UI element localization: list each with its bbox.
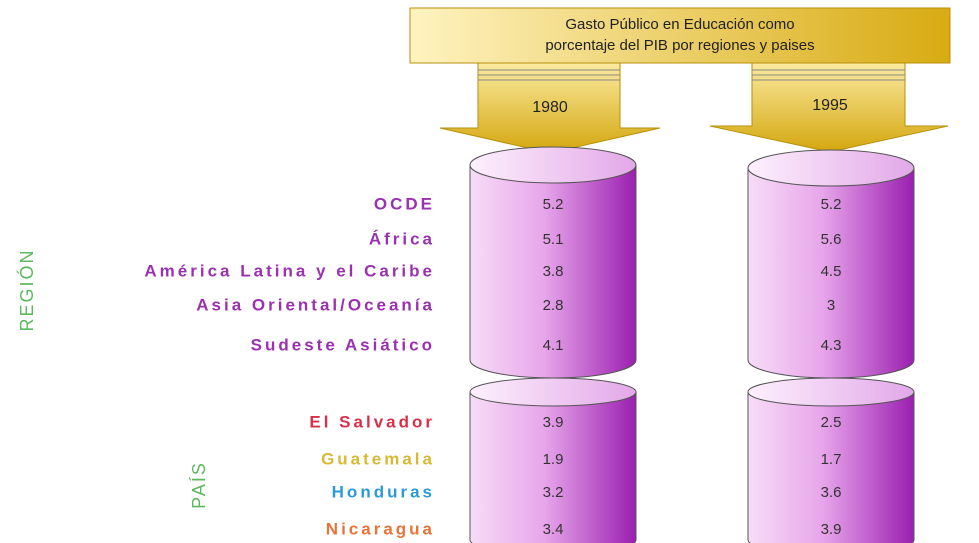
value: 3.2 <box>543 484 564 501</box>
row-label: El Salvador <box>309 412 435 431</box>
row-label: Honduras <box>332 482 435 501</box>
value: 5.1 <box>543 231 564 248</box>
value: 4.3 <box>821 337 842 354</box>
group-label: REGIÓN <box>16 248 37 331</box>
value: 2.8 <box>543 297 564 314</box>
row-label: Nicaragua <box>326 519 435 538</box>
title-line: porcentaje del PIB por regiones y paises <box>545 37 814 54</box>
value: 1.7 <box>821 451 842 468</box>
row-label: Sudeste Asiático <box>251 335 435 354</box>
value: 3.6 <box>821 484 842 501</box>
value: 4.5 <box>821 263 842 280</box>
title-line: Gasto Público en Educación como <box>565 16 794 33</box>
value: 5.2 <box>821 196 842 213</box>
value: 5.2 <box>543 196 564 213</box>
row-label: Guatemala <box>321 449 435 468</box>
value: 3 <box>827 297 835 314</box>
cylinders <box>469 146 915 543</box>
column-header: 1980 <box>532 99 568 116</box>
row-label: OCDE <box>374 194 435 213</box>
value: 3.4 <box>543 521 564 538</box>
value: 3.9 <box>543 414 564 431</box>
value: 3.9 <box>821 521 842 538</box>
row-label: América Latina y el Caribe <box>144 261 435 280</box>
value: 2.5 <box>821 414 842 431</box>
value: 3.8 <box>543 263 564 280</box>
group-label: PAÍS <box>189 461 209 509</box>
title-banner: Gasto Público en Educación como porcenta… <box>409 7 951 64</box>
value: 5.6 <box>821 231 842 248</box>
value: 4.1 <box>543 337 564 354</box>
row-label: África <box>369 229 435 248</box>
value: 1.9 <box>543 451 564 468</box>
arrow <box>439 62 949 154</box>
row-label: Asia Oriental/Oceanía <box>196 295 435 314</box>
column-header: 1995 <box>812 97 848 114</box>
